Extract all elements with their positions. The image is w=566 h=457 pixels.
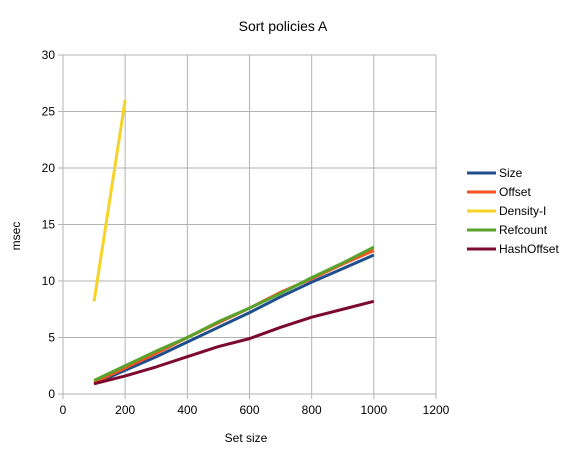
x-tick-label: 200 xyxy=(115,403,135,417)
y-tick-label: 10 xyxy=(42,274,56,288)
x-tick-label: 800 xyxy=(302,403,322,417)
y-tick-label: 25 xyxy=(42,105,56,119)
series-line-refcount xyxy=(93,245,375,382)
series-line-density-i xyxy=(92,99,127,302)
x-tick-label: 600 xyxy=(239,403,259,417)
legend-label: Offset xyxy=(499,185,531,199)
legend-label: Size xyxy=(499,166,523,180)
legend-label: Density-I xyxy=(499,204,546,218)
x-tick-label: 1200 xyxy=(423,403,450,417)
chart-title: Sort policies A xyxy=(239,18,328,34)
series-lines xyxy=(92,99,375,386)
y-axis-label: msec xyxy=(9,222,23,251)
x-tick-label: 0 xyxy=(60,403,67,417)
legend: Size Offset Density-I Refcount HashOffset xyxy=(467,166,559,256)
axes: 0 5 10 15 20 25 30 0 200 400 600 800 1000 1200 xyxy=(42,48,450,417)
series-line-offset xyxy=(93,249,375,385)
x-tick-label: 400 xyxy=(177,403,197,417)
y-tick-label: 20 xyxy=(42,161,56,175)
y-tick-label: 15 xyxy=(42,218,56,232)
x-tick-label: 1000 xyxy=(360,403,387,417)
y-tick-label: 0 xyxy=(48,387,55,401)
legend-label: Refcount xyxy=(499,223,548,237)
y-tick-label: 5 xyxy=(48,331,55,345)
x-axis-label: Set size xyxy=(225,431,268,445)
series-line-size xyxy=(93,253,375,386)
y-tick-label: 30 xyxy=(42,48,56,62)
grid-lines xyxy=(62,54,437,395)
legend-label: HashOffset xyxy=(499,242,559,256)
series-line-hashoffset xyxy=(93,299,375,386)
